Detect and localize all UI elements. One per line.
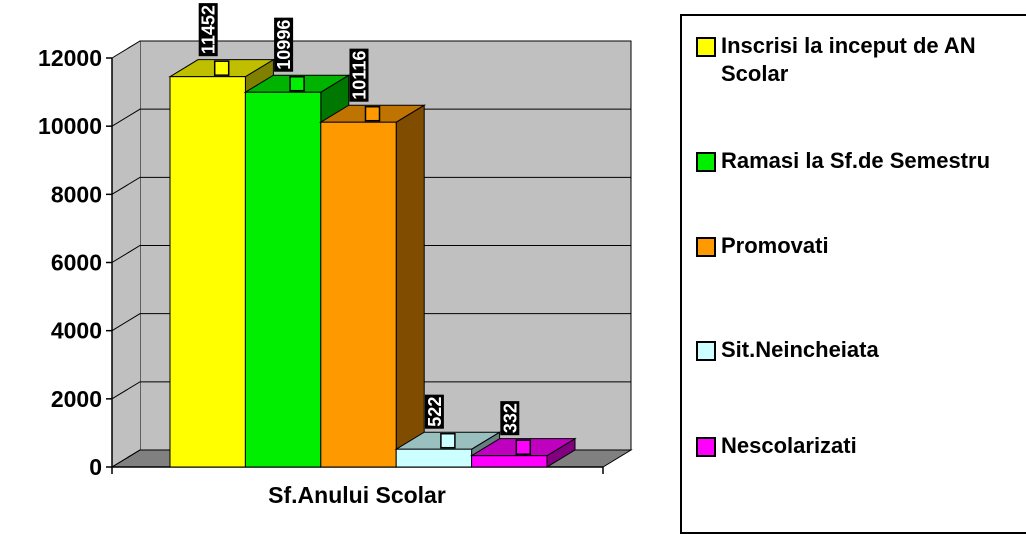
y-tick-label: 12000 <box>38 45 102 71</box>
data-label-marker <box>289 75 305 92</box>
data-label-marker <box>364 105 381 122</box>
data-label-text: 522 <box>425 397 445 427</box>
y-tick-label: 6000 <box>51 250 102 276</box>
bar <box>169 76 246 468</box>
bar-side <box>395 104 425 468</box>
data-label-bg <box>500 401 520 436</box>
legend-swatch <box>696 437 716 457</box>
grid-line <box>111 176 631 195</box>
data-label-bg <box>349 48 369 102</box>
x-axis-label: Sf.Anului Scolar <box>268 482 446 508</box>
bar <box>244 91 322 468</box>
bar <box>320 121 397 468</box>
grid-line <box>111 108 631 127</box>
data-label-text: 11452 <box>199 5 219 54</box>
data-label: 522 <box>424 394 445 429</box>
data-label-bg <box>198 3 218 57</box>
grid-line <box>111 381 631 400</box>
grid-line <box>111 313 631 332</box>
legend-item: Inscrisi la inceput de AN Scolar <box>696 32 996 88</box>
data-label-marker <box>213 60 230 76</box>
data-label: 332 <box>500 401 520 436</box>
legend-swatch <box>696 237 716 257</box>
legend-label: Nescolarizati <box>721 433 857 458</box>
legend-item: Nescolarizati <box>696 432 996 460</box>
data-label-text: 10996 <box>274 20 294 70</box>
bar <box>395 448 473 468</box>
legend-label: Ramasi la Sf.de Semestru <box>721 148 991 173</box>
data-label-bg <box>424 394 444 429</box>
y-tick-label: 4000 <box>51 318 102 344</box>
grid-line <box>111 245 631 263</box>
y-tick-label: 8000 <box>51 181 102 207</box>
legend-item: Sit.Neincheiata <box>696 336 996 364</box>
legend: Inscrisi la inceput de AN Scolar Ramasi l… <box>680 14 1026 534</box>
data-label-text: 332 <box>500 403 520 433</box>
grid-line <box>111 40 631 59</box>
data-label: 11452 <box>198 3 219 57</box>
data-label-marker <box>515 439 532 455</box>
legend-item: Ramasi la Sf.de Semestru <box>696 147 996 175</box>
y-tick-label: 2000 <box>51 386 102 412</box>
y-tick-label: 10000 <box>38 113 102 139</box>
bar <box>471 455 548 468</box>
page: {"chart_data": {"type": "bar3d", "x_labe… <box>38 3 1026 534</box>
legend-item: Promovati <box>696 232 996 260</box>
data-label-text: 10116 <box>350 51 370 100</box>
data-label: 10996 <box>274 17 294 72</box>
legend-swatch <box>696 37 716 57</box>
chart: Sf.Anului Scolar 0 2000 4000 6000 8000 10000 1… <box>38 3 633 508</box>
legend-label: Sit.Neincheiata <box>721 337 879 362</box>
data-label: 10116 <box>349 48 370 102</box>
data-label-marker <box>440 432 456 449</box>
legend-swatch <box>696 341 716 361</box>
y-tick-label: 0 <box>89 454 102 480</box>
data-label-bg <box>274 17 294 72</box>
legend-label: Inscrisi la inceput de AN Scolar <box>721 33 976 86</box>
legend-label: Promovati <box>721 233 829 258</box>
legend-swatch <box>696 152 716 172</box>
